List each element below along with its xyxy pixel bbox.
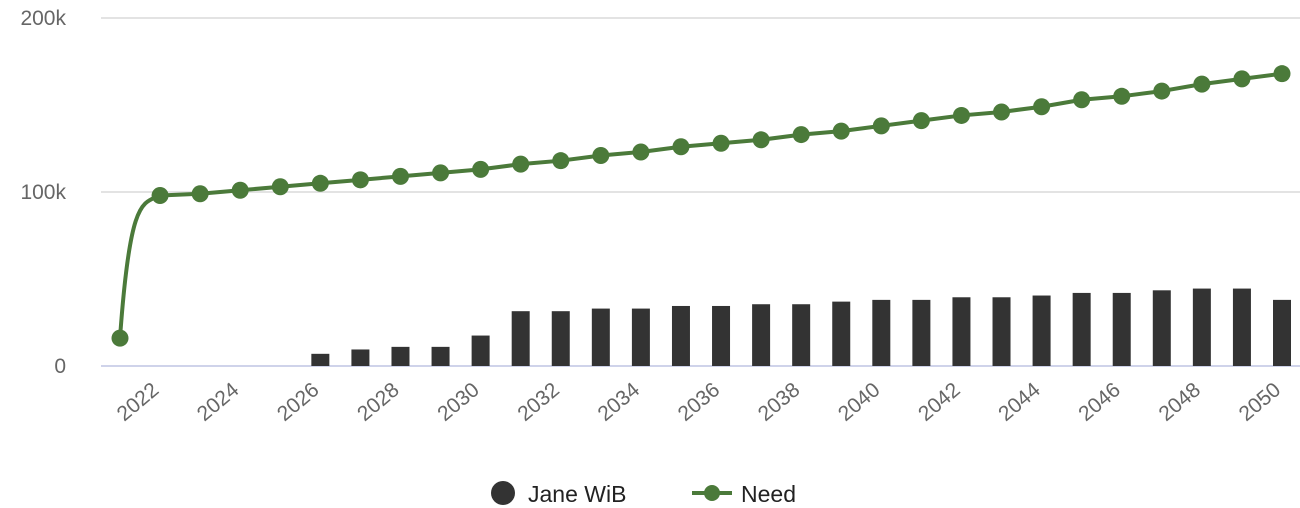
bar-2039	[832, 301, 851, 366]
y-tick-label: 200k	[20, 7, 66, 30]
bar-2043	[992, 297, 1011, 366]
need-point-2032	[552, 152, 570, 170]
x-tick-label: 2030	[433, 378, 484, 426]
need-point-2025	[271, 178, 289, 196]
bar-2042	[952, 297, 971, 366]
x-tick-label: 2048	[1155, 378, 1206, 426]
x-tick-label: 2046	[1074, 378, 1125, 426]
x-tick-label: 2028	[353, 378, 404, 426]
x-tick-label: 2050	[1235, 378, 1286, 426]
bar-series	[311, 288, 1291, 366]
gridlines	[101, 17, 1300, 367]
y-axis-ticks: 0 100k 200k	[20, 7, 66, 378]
x-tick-label: 2024	[193, 378, 244, 426]
legend-item-jane-wib[interactable]: Jane WiB	[491, 481, 626, 507]
bar-2037	[752, 304, 771, 366]
need-point-2022	[151, 186, 169, 204]
legend-label-need: Need	[741, 481, 796, 507]
need-point-2042	[952, 106, 970, 124]
need-point-2038	[792, 126, 810, 144]
need-point-2043	[993, 103, 1011, 121]
need-point-2023	[191, 185, 209, 203]
bar-2031	[511, 311, 530, 366]
need-point-2050	[1273, 65, 1291, 83]
bar-2046	[1112, 292, 1131, 366]
bar-2028	[391, 346, 410, 366]
need-point-2027	[351, 171, 369, 189]
need-point-2045	[1073, 91, 1091, 109]
need-point-2034	[632, 143, 650, 161]
x-tick-label: 2026	[273, 378, 324, 426]
x-tick-label: 2044	[994, 378, 1045, 426]
legend-item-need[interactable]: Need	[692, 481, 796, 507]
need-point-2035	[672, 138, 690, 156]
bar-2050	[1273, 299, 1291, 366]
need-point-2021	[111, 329, 129, 347]
y-tick-label: 100k	[20, 181, 66, 204]
need-line	[118, 71, 1284, 341]
bar-2049	[1232, 288, 1251, 366]
bar-2035	[671, 305, 690, 366]
y-tick-label: 0	[54, 355, 66, 378]
x-tick-label: 2036	[674, 378, 725, 426]
need-point-2028	[391, 167, 409, 185]
need-point-2030	[472, 160, 490, 178]
bar-2048	[1192, 288, 1211, 366]
legend-marker-jane-wib	[491, 481, 515, 505]
need-point-2033	[592, 146, 610, 164]
bar-2033	[591, 308, 610, 366]
bar-2040	[872, 299, 891, 366]
need-point-2037	[752, 131, 770, 149]
need-point-2046	[1113, 87, 1131, 105]
bar-2026	[311, 353, 330, 366]
need-point-2044	[1033, 98, 1051, 116]
need-point-2029	[432, 164, 450, 182]
bar-2027	[351, 349, 370, 366]
legend-label-jane-wib: Jane WiB	[528, 481, 626, 507]
bar-2036	[712, 305, 731, 366]
legend: Jane WiB Need	[491, 481, 796, 507]
need-point-2049	[1233, 70, 1251, 88]
need-point-2041	[912, 112, 930, 130]
x-axis-ticks: 2022 2024 2026 2028 2030 2032 2034 2036 2038 2040…	[113, 378, 1286, 426]
x-tick-label: 2022	[113, 378, 164, 426]
x-tick-label: 2042	[914, 378, 965, 426]
legend-marker-need	[704, 485, 720, 501]
bar-2029	[431, 346, 450, 366]
line-series	[111, 65, 1291, 347]
need-point-2048	[1193, 75, 1211, 93]
need-point-2047	[1153, 82, 1171, 100]
need-point-2024	[231, 181, 249, 199]
x-tick-label: 2038	[754, 378, 805, 426]
need-point-2026	[311, 174, 329, 192]
x-tick-label: 2040	[834, 378, 885, 426]
bar-2030	[471, 335, 490, 366]
bar-2032	[551, 311, 570, 366]
x-tick-label: 2034	[594, 378, 645, 426]
bar-2047	[1152, 290, 1171, 366]
bar-2038	[792, 304, 811, 366]
bar-2044	[1032, 295, 1051, 366]
need-point-2031	[512, 155, 530, 173]
need-point-2040	[872, 117, 890, 135]
x-tick-label: 2032	[513, 378, 564, 426]
bar-2045	[1072, 292, 1091, 366]
bar-2034	[631, 308, 650, 366]
need-point-2036	[712, 134, 730, 152]
bar-2041	[912, 299, 931, 366]
need-point-2039	[832, 122, 850, 140]
